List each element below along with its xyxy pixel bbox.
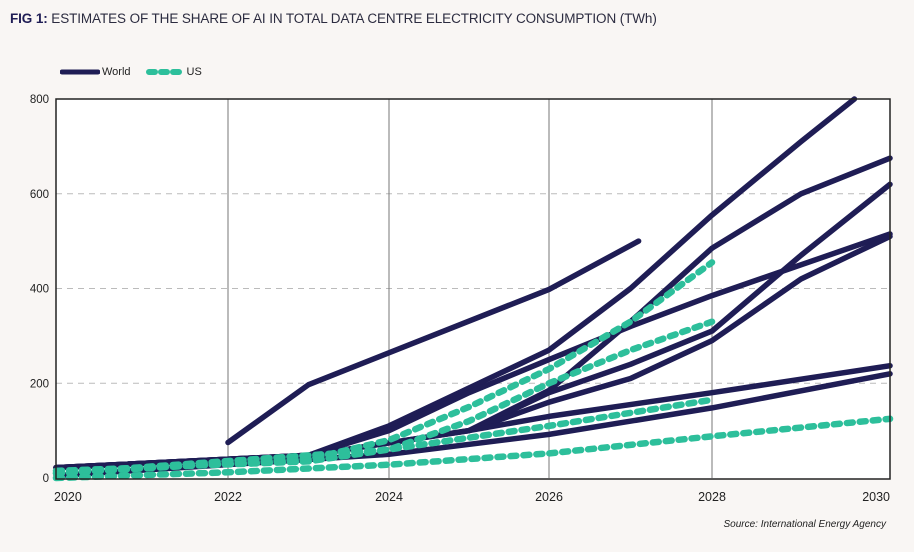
x-tick-label: 2030	[862, 490, 890, 504]
figure-title: ESTIMATES OF THE SHARE OF AI IN TOTAL DA…	[47, 11, 657, 26]
legend-swatch-us	[145, 69, 185, 75]
x-tick-label: 2026	[535, 490, 563, 504]
figure-label: FIG 1:	[10, 11, 48, 26]
y-tick-label: 400	[30, 284, 49, 296]
series-line-world-6	[466, 233, 893, 434]
series-line-world-1	[225, 238, 642, 446]
series-line-world-5	[466, 181, 893, 434]
legend-label-world: World	[102, 66, 131, 78]
y-tick-label: 200	[30, 378, 49, 390]
x-tick-label: 2020	[54, 490, 82, 504]
series-line-us-11	[52, 396, 716, 475]
legend-label-us: US	[186, 66, 202, 78]
y-tick-label: 0	[43, 473, 49, 485]
y-tick-label: 800	[30, 94, 49, 106]
legend: World US	[60, 66, 216, 78]
plot-frame	[55, 98, 891, 480]
series-lines	[52, 96, 894, 482]
y-tick-label: 600	[30, 189, 49, 201]
legend-item-us: US	[145, 66, 202, 78]
x-tick-label: 2024	[375, 490, 403, 504]
series-line-us-10	[52, 318, 716, 477]
y-axis: 0 200 400 600 800	[30, 94, 49, 485]
legend-swatch-world	[60, 69, 100, 75]
chart-title: FIG 1: ESTIMATES OF THE SHARE OF AI IN T…	[10, 11, 657, 26]
source-note: Source: International Energy Agency	[723, 519, 886, 530]
x-tick-label: 2022	[214, 490, 242, 504]
grid	[56, 99, 890, 478]
x-tick-label: 2028	[698, 490, 726, 504]
x-axis: 2020 2022 2024 2026 2028 2030	[54, 490, 890, 504]
series-line-us-12	[52, 415, 894, 482]
legend-item-world: World	[60, 66, 131, 78]
